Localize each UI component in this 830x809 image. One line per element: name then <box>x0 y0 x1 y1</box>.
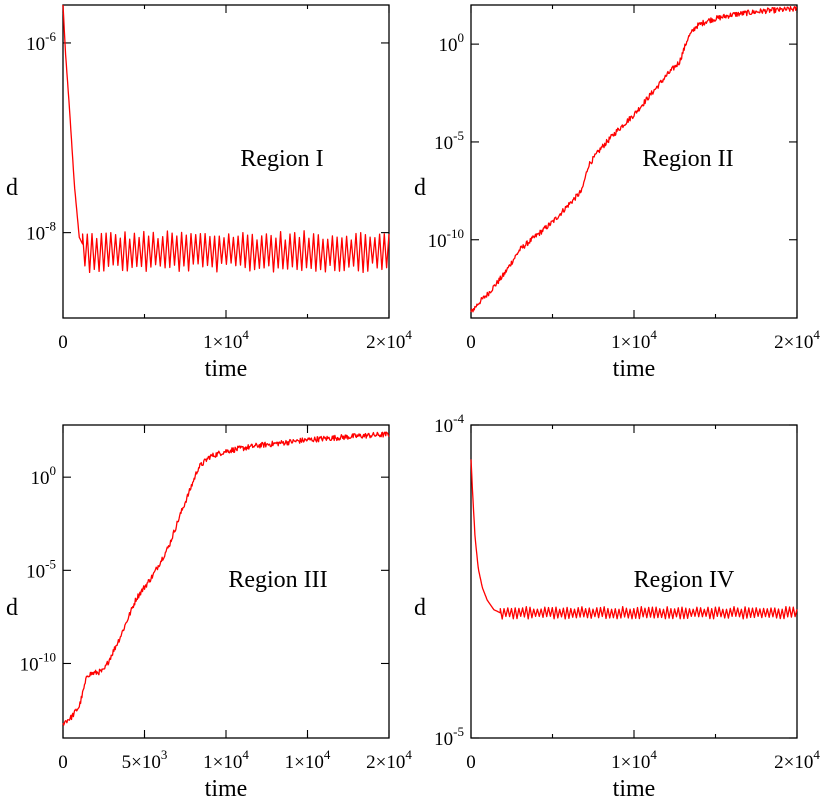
x-axis-label: time <box>613 776 656 802</box>
y-axis-label: d <box>414 595 426 621</box>
x-tick-label: 2×104 <box>774 747 820 773</box>
region-annotation: Region II <box>642 146 733 172</box>
chart-panel-2: 0 1×104 2×104 100 10-5 10-10 time d Region II <box>414 4 820 382</box>
x-tick-label: 1×104 <box>203 327 249 353</box>
x-tick-label: 2×104 <box>366 327 412 353</box>
series-line <box>470 6 798 313</box>
y-tick-label: 10-8 <box>26 219 56 245</box>
y-tick-label: 10-5 <box>26 556 56 582</box>
y-tick-label: 10-6 <box>26 29 56 55</box>
x-axis-label: time <box>205 776 248 802</box>
x-tick-label: 0 <box>58 752 68 773</box>
x-tick-label: 0 <box>466 332 476 353</box>
series-line <box>470 459 798 620</box>
chart-panel-1: 0 1×104 2×104 10-6 10-8 time d Region I <box>6 4 412 382</box>
x-tick-label: 1×104 <box>611 747 657 773</box>
x-tick-label: 2×104 <box>366 747 412 773</box>
x-axis-label: time <box>613 356 656 382</box>
x-tick-label: 1×104 <box>203 747 249 773</box>
chart-panel-4: 0 1×104 2×104 10-4 10-5 time d Region IV <box>414 411 820 802</box>
plot-frame <box>62 424 390 739</box>
region-annotation: Region III <box>228 567 327 593</box>
region-annotation: Region I <box>240 146 323 172</box>
plot-frame <box>470 4 798 319</box>
y-tick-label: 10-10 <box>20 649 56 675</box>
x-tick-label: 1×104 <box>285 747 331 773</box>
x-tick-label: 2×104 <box>774 327 820 353</box>
x-tick-label: 0 <box>58 332 68 353</box>
y-tick-label: 10-4 <box>434 411 464 437</box>
series-line <box>62 431 390 726</box>
x-tick-label: 0 <box>466 752 476 773</box>
x-tick-label: 5×103 <box>122 747 168 773</box>
y-axis-label: d <box>6 175 18 201</box>
y-axis-label: d <box>6 595 18 621</box>
y-tick-label: 10-5 <box>434 128 464 154</box>
chart-panel-3: 0 5×103 1×104 1×104 2×104 100 10-5 10-10 time d Re… <box>6 424 412 802</box>
x-axis-label: time <box>205 356 248 382</box>
region-annotation: Region IV <box>634 567 735 593</box>
y-tick-label: 10-5 <box>434 724 464 750</box>
y-tick-label: 100 <box>439 30 465 56</box>
x-tick-label: 1×104 <box>611 327 657 353</box>
series-line <box>62 4 390 274</box>
y-tick-label: 10-10 <box>428 226 464 252</box>
y-axis-label: d <box>414 175 426 201</box>
y-tick-label: 100 <box>31 463 57 489</box>
